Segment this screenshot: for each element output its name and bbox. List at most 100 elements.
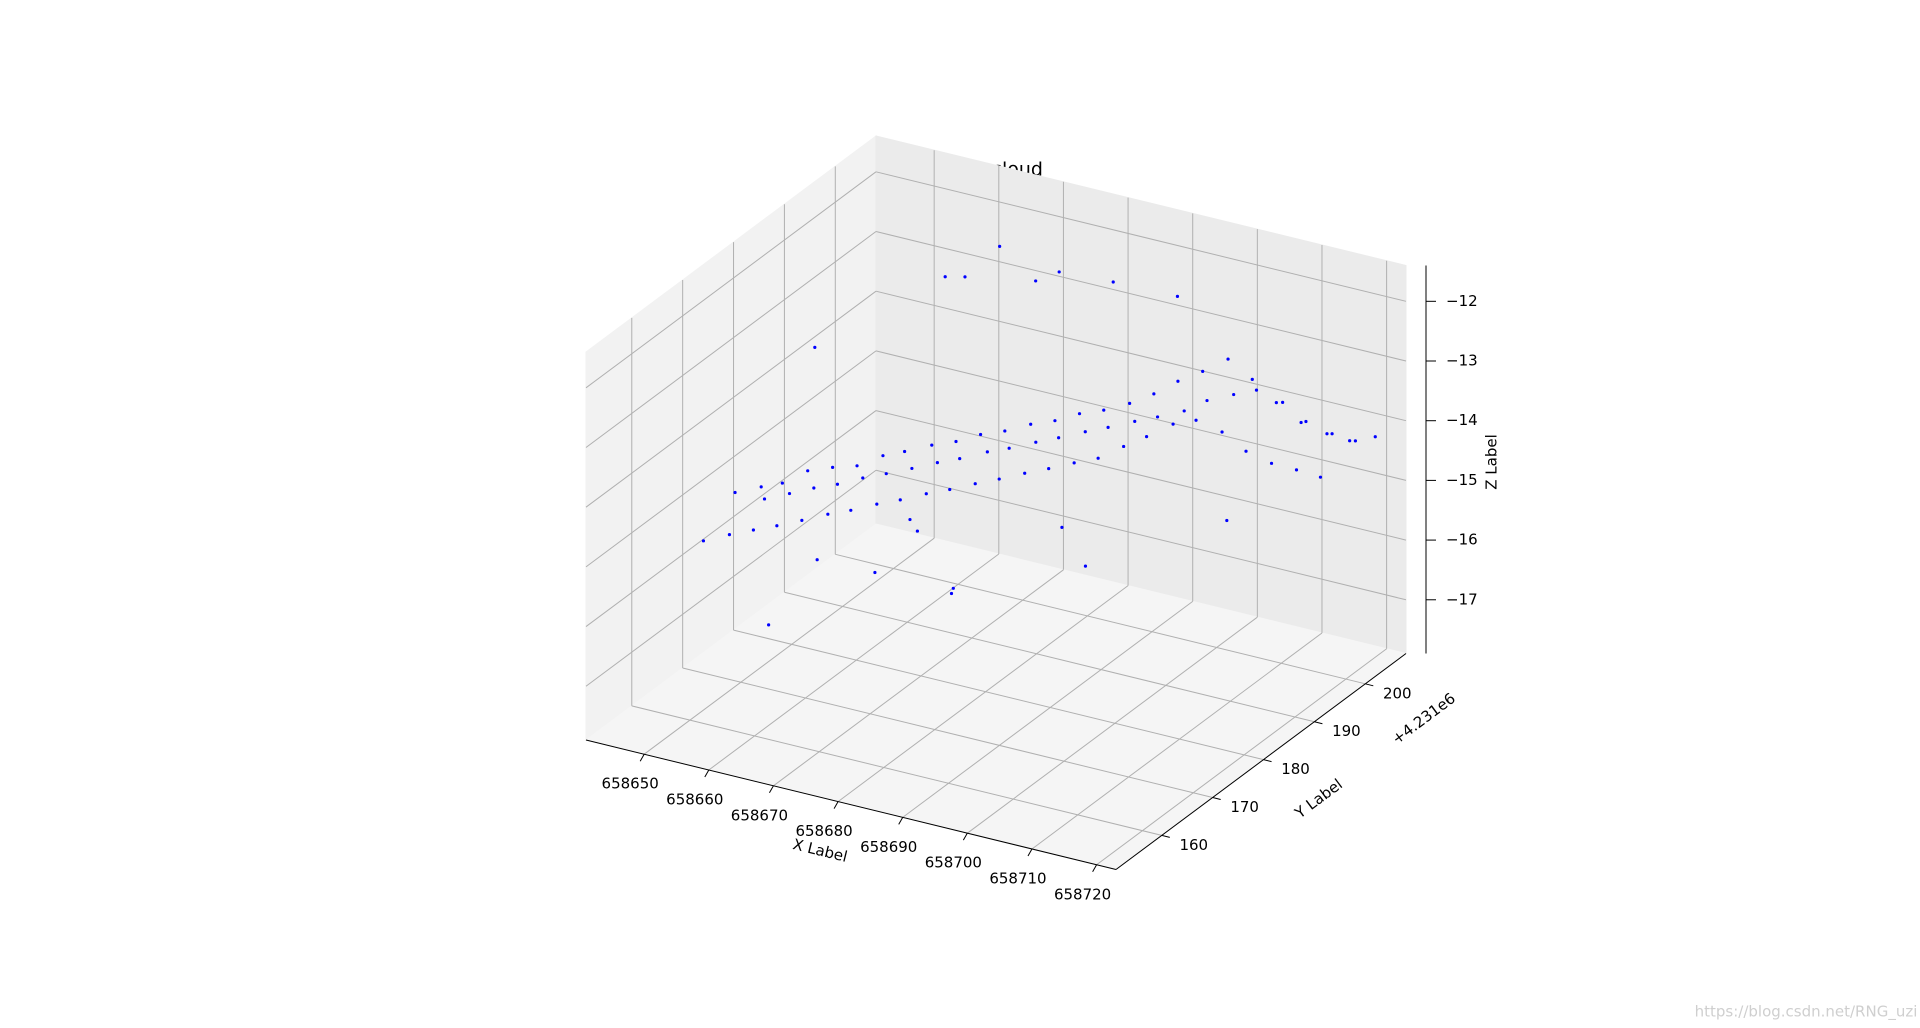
grid-line [875,290,1407,422]
point [949,591,954,596]
point [1201,369,1205,373]
point [898,498,902,502]
tick-mark [1365,683,1374,687]
grid-line [1031,632,1323,850]
point [881,454,885,458]
x-tick-label: 658650 [602,775,659,793]
grid-line [631,705,1162,836]
grid-line [585,231,877,448]
point [815,558,819,562]
point [775,524,779,528]
point [787,491,792,496]
point [1325,432,1329,436]
point [767,623,771,627]
point [849,508,853,512]
z-tick-label: −16 [1446,531,1478,549]
point [935,461,939,465]
point [759,485,763,489]
tick-mark [1212,797,1221,800]
y-tick-label: 200 [1383,684,1412,702]
grid-line [784,591,1315,723]
point [1330,432,1334,436]
y-tick-label: 170 [1230,798,1259,816]
grid-line [875,171,1407,302]
point [1023,471,1027,475]
point [908,517,912,522]
point [1144,435,1149,439]
z-tick-label: −14 [1446,411,1478,429]
x-tick-label: 658720 [1054,885,1111,903]
point [733,490,737,495]
point [873,570,877,575]
grid-line [585,469,877,687]
tick-mark [898,817,904,825]
point [1122,444,1126,449]
point [1155,415,1160,419]
point [951,586,955,590]
point [1047,467,1051,471]
z-tick-label: −17 [1446,590,1478,608]
point [1226,357,1230,361]
z-tick-label: −13 [1446,352,1478,370]
grid-line [773,569,1064,787]
point [948,487,952,492]
point [930,443,934,447]
point [1304,419,1308,424]
point [1348,439,1352,443]
tick-mark [1092,864,1098,873]
point [1182,409,1186,413]
z-tick-label: −15 [1446,471,1478,489]
point [831,465,835,469]
tick-mark [704,769,710,778]
point [855,464,859,468]
point [1353,439,1358,443]
tick-mark [1263,759,1272,763]
point [861,476,865,480]
point [1057,436,1061,440]
x-tick-label: 658710 [989,869,1046,887]
point [1060,525,1064,530]
point [998,244,1002,248]
grid-line [837,585,1129,802]
grid-line [643,537,935,755]
x-tick-label: 658690 [860,838,917,856]
point [1175,294,1180,298]
point [1029,422,1033,426]
tick-mark [1161,834,1170,838]
tick-mark [833,801,839,809]
point [813,345,817,350]
point [1152,392,1156,396]
point [1096,456,1100,460]
point [943,275,947,279]
point [812,486,816,490]
watermark: https://blog.csdn.net/RNG_uzi [1695,1003,1918,1022]
point [762,497,767,501]
point [1034,440,1038,444]
point [958,457,962,461]
point [1003,429,1007,433]
point [1083,430,1087,434]
point [701,539,706,543]
grid-line [902,600,1194,818]
point [1194,418,1198,422]
grid-line [875,231,1407,362]
grid-line [733,629,1264,761]
z-tick-label: −12 [1446,292,1478,310]
grid-line [875,469,1407,601]
point [1176,379,1180,383]
point [1250,377,1254,381]
point [1220,430,1224,434]
grid-line [585,410,877,627]
point [1128,401,1132,406]
tick-mark [769,785,774,794]
axis-line [1115,653,1407,870]
point [1171,422,1175,426]
point [1034,279,1038,283]
y-tick-label: 180 [1281,760,1310,778]
point [800,518,804,522]
point [1133,419,1137,423]
grid-line [835,553,1366,685]
point [1106,425,1110,429]
point [1269,461,1274,465]
